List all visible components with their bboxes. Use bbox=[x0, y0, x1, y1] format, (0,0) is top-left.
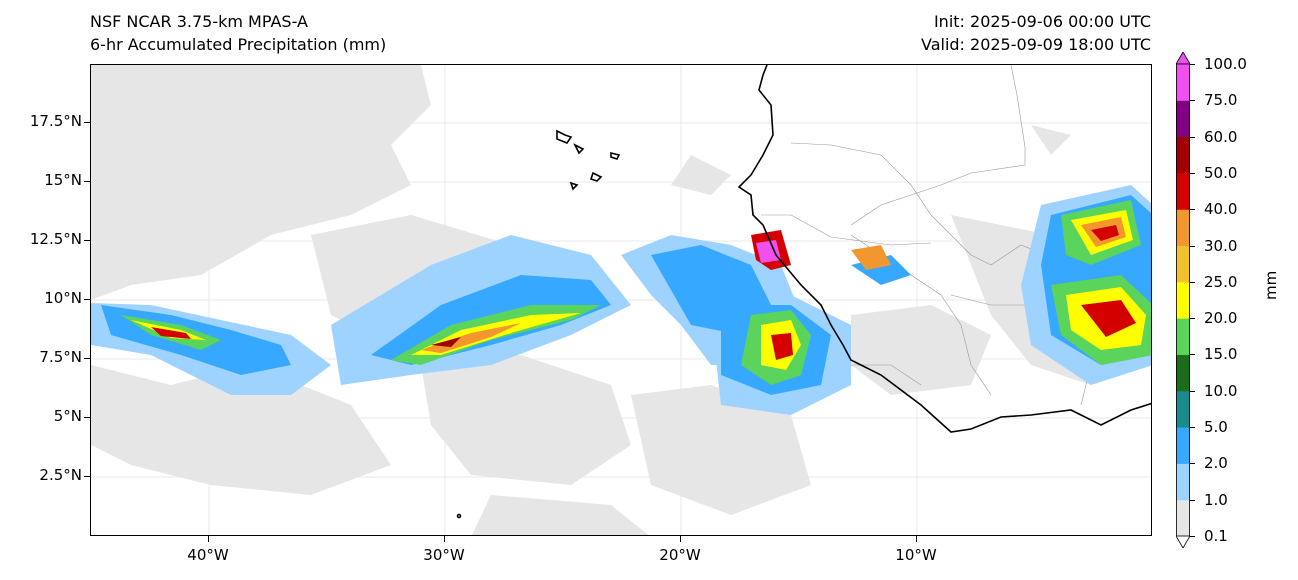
colorbar-segment bbox=[1176, 354, 1190, 392]
lat-label: 15°N bbox=[44, 171, 82, 189]
convective-cores bbox=[121, 200, 1151, 385]
lon-tick-mark bbox=[208, 536, 209, 542]
valid-time: Valid: 2025-09-09 18:00 UTC bbox=[920, 35, 1151, 54]
lat-label: 7.5°N bbox=[39, 348, 82, 366]
colorbar-level-label: 100.0 bbox=[1204, 55, 1247, 73]
colorbar-tick bbox=[1190, 499, 1195, 501]
colorbar-tick bbox=[1190, 318, 1195, 320]
colorbar-tick bbox=[1190, 209, 1195, 211]
colorbar-level-label: 60.0 bbox=[1204, 127, 1238, 146]
colorbar-tick bbox=[1190, 354, 1195, 356]
colorbar-max-extend bbox=[1176, 52, 1190, 65]
lat-tick-mark bbox=[84, 240, 90, 241]
colorbar-tick bbox=[1190, 536, 1195, 537]
colorbar-tick bbox=[1190, 64, 1195, 65]
lat-label: 2.5°N bbox=[39, 466, 82, 484]
lat-label: 12.5°N bbox=[29, 230, 82, 248]
colorbar-unit: mm bbox=[1262, 270, 1280, 300]
colorbar-segment bbox=[1176, 499, 1190, 537]
colorbar-segment bbox=[1176, 427, 1190, 464]
lon-tick-mark bbox=[444, 536, 445, 542]
colorbar-tick bbox=[1190, 427, 1195, 429]
colorbar-segment bbox=[1176, 281, 1190, 319]
colorbar-level-label: 5.0 bbox=[1204, 418, 1228, 437]
lat-label: 17.5°N bbox=[29, 112, 82, 130]
colorbar-segment bbox=[1176, 64, 1190, 101]
lon-label: 10°W bbox=[895, 546, 937, 564]
colorbar-level-label: 25.0 bbox=[1204, 272, 1238, 291]
colorbar-segment bbox=[1176, 318, 1190, 355]
colorbar-tick bbox=[1190, 463, 1195, 465]
init-time: Init: 2025-09-06 00:00 UTC bbox=[933, 12, 1151, 31]
colorbar-tick bbox=[1190, 390, 1195, 392]
colorbar-tick bbox=[1190, 136, 1195, 138]
colorbar-level-label: 1.0 bbox=[1204, 490, 1228, 509]
colorbar-min-extend bbox=[1176, 535, 1190, 548]
field-title: 6-hr Accumulated Precipitation (mm) bbox=[90, 35, 387, 54]
colorbar-tick bbox=[1190, 100, 1195, 102]
precipitation-map bbox=[90, 64, 1152, 536]
colorbar-level-label: 2.0 bbox=[1204, 454, 1228, 473]
colorbar-level-label: 50.0 bbox=[1204, 163, 1238, 182]
map-canvas bbox=[91, 65, 1151, 535]
lat-tick-mark bbox=[84, 358, 90, 359]
colorbar-segment bbox=[1176, 136, 1190, 174]
colorbar-frame bbox=[1176, 63, 1190, 537]
colorbar-segment bbox=[1176, 209, 1190, 247]
lat-tick-mark bbox=[84, 476, 90, 477]
lon-label: 30°W bbox=[423, 546, 465, 564]
colorbar-segment bbox=[1176, 463, 1190, 501]
colorbar-level-label: 20.0 bbox=[1204, 309, 1238, 328]
colorbar-level-label: 10.0 bbox=[1204, 381, 1238, 400]
colorbar-segment bbox=[1176, 390, 1190, 428]
colorbar-level-label: 30.0 bbox=[1204, 236, 1238, 255]
lat-label: 5°N bbox=[53, 407, 82, 425]
lat-tick-mark bbox=[84, 181, 90, 182]
model-title: NSF NCAR 3.75-km MPAS-A bbox=[90, 12, 308, 31]
lon-tick-mark bbox=[680, 536, 681, 542]
lat-tick-mark bbox=[84, 299, 90, 300]
colorbar-tick bbox=[1190, 172, 1195, 174]
lat-tick-mark bbox=[84, 417, 90, 418]
colorbar-level-label: 40.0 bbox=[1204, 200, 1238, 219]
colorbar-tick bbox=[1190, 245, 1195, 247]
colorbar-level-label: 75.0 bbox=[1204, 91, 1238, 110]
coastlines bbox=[456, 65, 1151, 519]
colorbar-segment bbox=[1176, 245, 1190, 283]
colorbar-level-label: 15.0 bbox=[1204, 345, 1238, 364]
lat-tick-mark bbox=[84, 122, 90, 123]
colorbar-segment bbox=[1176, 172, 1190, 210]
lat-label: 10°N bbox=[44, 289, 82, 307]
colorbar-tick bbox=[1190, 281, 1195, 283]
lon-tick-mark bbox=[916, 536, 917, 542]
lon-label: 20°W bbox=[659, 546, 701, 564]
colorbar-segment bbox=[1176, 100, 1190, 138]
colorbar bbox=[1176, 52, 1190, 548]
colorbar-level-label: 0.1 bbox=[1204, 527, 1228, 545]
lon-label: 40°W bbox=[187, 546, 229, 564]
